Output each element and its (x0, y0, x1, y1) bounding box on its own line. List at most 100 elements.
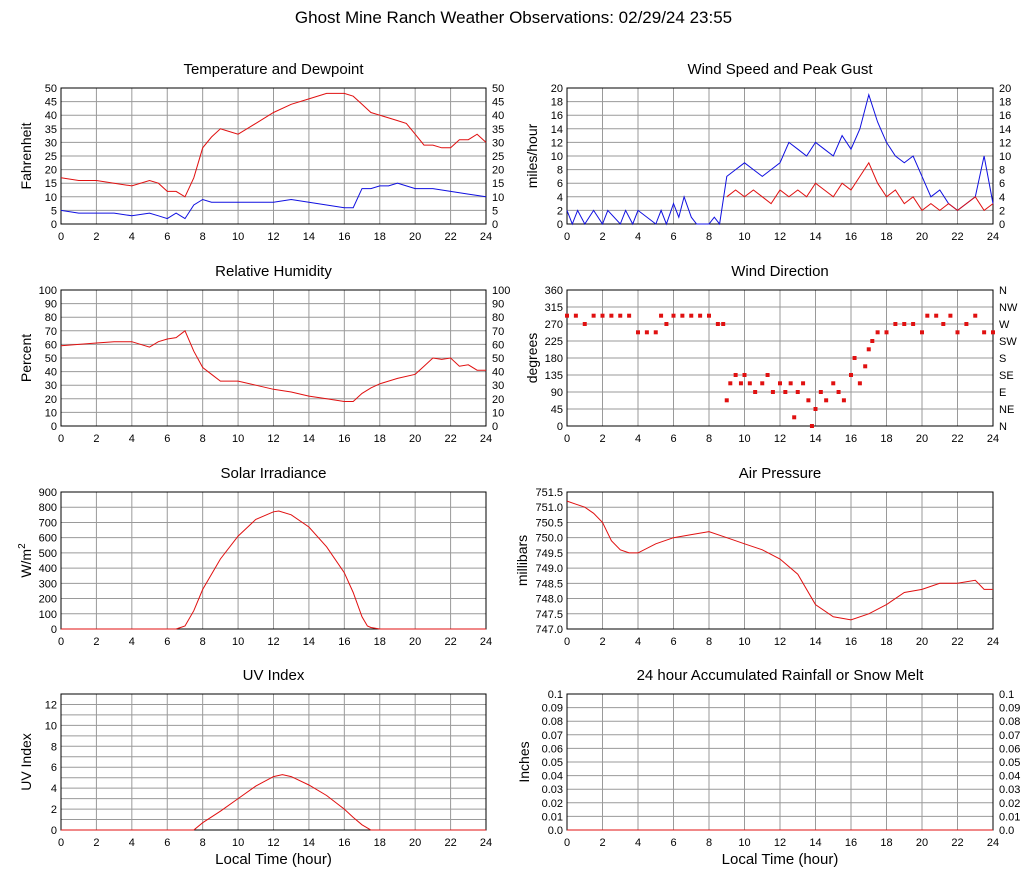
y-tick-label: 315 (545, 302, 563, 314)
x-tick-label: 16 (845, 231, 857, 243)
right-tick-label: 0.07 (999, 730, 1020, 742)
right-tick-label: 0.01 (999, 811, 1020, 823)
series-line (60, 182, 487, 220)
right-tick-label: 80 (492, 312, 504, 324)
x-tick-label: 16 (845, 837, 857, 849)
right-tick-label: 0 (492, 421, 498, 433)
y-tick-label: 0.03 (542, 784, 563, 796)
x-tick-label: 2 (93, 636, 99, 648)
right-tick-label: 5 (492, 205, 498, 217)
y-tick-label: 751.0 (535, 502, 563, 514)
y-tick-label: 750.0 (535, 533, 563, 545)
y-axis-label-superscript: 2 (17, 543, 28, 549)
y-tick-label: 500 (39, 548, 57, 560)
right-tick-label: 0.02 (999, 798, 1020, 810)
x-tick-label: 18 (880, 837, 892, 849)
x-tick-label: 14 (303, 837, 315, 849)
x-tick-label: 8 (200, 837, 206, 849)
right-tick-label: 12 (999, 137, 1011, 149)
y-tick-label: 90 (45, 299, 57, 311)
y-tick-label: 751.5 (535, 487, 563, 499)
x-tick-label: 22 (951, 433, 963, 445)
y-tick-label: 0 (51, 825, 57, 837)
x-tick-label: 16 (338, 433, 350, 445)
y-tick-label: 0 (51, 624, 57, 636)
series-line (566, 500, 993, 621)
data-point (680, 313, 685, 318)
data-point (664, 322, 669, 326)
x-tick-label: 6 (164, 837, 170, 849)
x-tick-label: 10 (232, 433, 244, 445)
data-point (955, 330, 960, 335)
y-tick-label: 748.5 (535, 578, 563, 590)
x-tick-label: 12 (774, 433, 786, 445)
data-point (573, 313, 578, 318)
x-tick-label: 24 (480, 231, 492, 243)
data-point (801, 381, 806, 386)
y-tick-label: 16 (551, 110, 563, 122)
data-point (792, 415, 797, 420)
x-tick-label: 12 (774, 231, 786, 243)
y-tick-label: 20 (45, 165, 57, 177)
right-tick-label: 0.04 (999, 771, 1020, 783)
data-point (689, 313, 694, 318)
x-tick-label: 20 (916, 636, 928, 648)
x-tick-label: 20 (409, 837, 421, 849)
y-tick-label: 360 (545, 285, 563, 297)
right-tick-label: 45 (492, 97, 504, 109)
data-point (893, 322, 898, 326)
data-point (866, 347, 871, 352)
y-tick-label: 270 (545, 319, 563, 331)
data-point (618, 313, 623, 318)
y-tick-label: 25 (45, 151, 57, 163)
x-tick-label: 10 (738, 837, 750, 849)
x-tick-label: 2 (599, 837, 605, 849)
x-tick-label: 2 (599, 231, 605, 243)
y-tick-label: 900 (39, 487, 57, 499)
page-title: Ghost Mine Ranch Weather Observations: 0… (294, 8, 733, 27)
y-tick-label: 45 (551, 404, 563, 416)
x-tick-label: 22 (951, 837, 963, 849)
x-tick-label: 22 (444, 433, 456, 445)
y-tick-label: 0.05 (542, 757, 563, 769)
y-axis-label-text: millibars (514, 535, 530, 586)
y-tick-label: 10 (45, 407, 57, 419)
x-tick-label: 22 (951, 636, 963, 648)
data-point (973, 313, 978, 318)
right-tick-label: N (999, 285, 1007, 297)
x-tick-label: 16 (338, 636, 350, 648)
data-point (818, 390, 823, 394)
data-point (934, 313, 939, 318)
y-tick-label: 0 (51, 219, 57, 231)
y-tick-label: 750.5 (535, 517, 563, 529)
x-tick-label: 10 (738, 636, 750, 648)
chart-title: Relative Humidity (215, 263, 332, 280)
right-tick-label: 50 (492, 83, 504, 95)
y-tick-label: 10 (551, 151, 563, 163)
data-point (783, 390, 788, 394)
x-tick-label: 10 (232, 636, 244, 648)
y-tick-label: 0.08 (542, 716, 563, 728)
x-tick-label: 2 (93, 433, 99, 445)
x-tick-label: 4 (129, 837, 135, 849)
plot-frame (566, 87, 994, 225)
right-tick-label: 0.1 (999, 689, 1014, 701)
plot-frame (60, 289, 487, 427)
right-tick-label: 90 (492, 299, 504, 311)
chart-title: Wind Direction (731, 263, 829, 280)
right-tick-label: 40 (492, 110, 504, 122)
y-tick-label: 8 (557, 165, 563, 177)
y-tick-label: 200 (39, 594, 57, 606)
x-tick-label: 22 (444, 837, 456, 849)
y-tick-label: 180 (545, 353, 563, 365)
y-tick-label: 749.5 (535, 548, 563, 560)
x-tick-label: 0 (564, 433, 570, 445)
data-point (902, 322, 907, 326)
data-point (991, 330, 995, 335)
data-point (925, 313, 930, 318)
data-point (733, 373, 738, 377)
right-tick-label: 0 (999, 219, 1005, 231)
x-tick-label: 4 (635, 231, 641, 243)
right-tick-label: 8 (999, 165, 1005, 177)
